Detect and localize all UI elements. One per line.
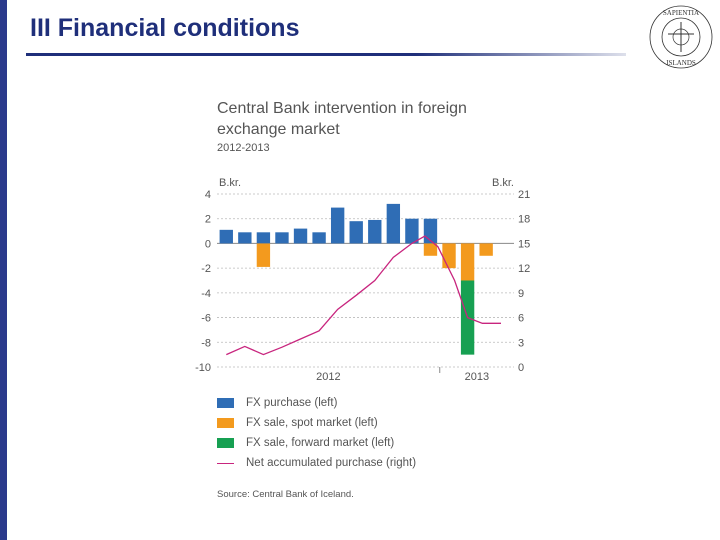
right-tick-label: 18	[518, 214, 530, 226]
right-tick-label: 9	[518, 288, 524, 300]
legend-label: Net accumulated purchase (right)	[246, 457, 417, 469]
right-axis-label: B.kr.	[492, 177, 514, 189]
right-tick-label: 12	[518, 263, 530, 275]
bar	[423, 243, 438, 256]
x-tick-label-2012: 2012	[316, 371, 340, 383]
left-tick-label: -6	[201, 313, 211, 325]
bar	[442, 243, 456, 269]
right-tick-label: 6	[518, 313, 524, 325]
slide-left-border	[0, 0, 7, 540]
bar	[219, 229, 233, 244]
bar	[330, 207, 345, 244]
legend-item-fx-purchase: FX purchase (left)	[217, 393, 416, 413]
x-tick-label-2013: 2013	[465, 371, 489, 383]
bar	[312, 232, 326, 244]
bar	[256, 232, 271, 244]
legend-item-fx-sale-forward: FX sale, forward market (left)	[217, 433, 416, 453]
title-underline	[26, 53, 626, 56]
bar	[256, 243, 271, 267]
legend-swatch-green	[217, 438, 234, 448]
chart-source: Source: Central Bank of Iceland.	[217, 489, 354, 500]
bar	[405, 218, 419, 244]
right-tick-label: 15	[518, 238, 530, 250]
legend-item-fx-sale-spot: FX sale, spot market (left)	[217, 413, 416, 433]
bar	[275, 232, 289, 244]
svg-text:ISLANDS: ISLANDS	[666, 59, 696, 67]
left-tick-label: 0	[205, 238, 211, 250]
bar	[368, 219, 382, 244]
legend-swatch-line	[217, 462, 234, 464]
legend-swatch-orange	[217, 418, 234, 428]
right-tick-label: 0	[518, 362, 524, 374]
left-axis-label: B.kr.	[219, 177, 241, 189]
left-tick-label: -2	[201, 263, 211, 275]
right-tick-label: 21	[518, 189, 530, 201]
svg-text:SAPIENTIA: SAPIENTIA	[663, 9, 699, 17]
bar	[460, 243, 475, 281]
legend-item-net-purchase: Net accumulated purchase (right)	[217, 453, 416, 473]
legend-swatch-blue	[217, 398, 234, 408]
left-tick-label: 2	[205, 214, 211, 226]
bar	[423, 218, 438, 244]
slide-title: III Financial conditions	[30, 14, 300, 42]
left-tick-label: -10	[195, 362, 211, 374]
chart-subtitle: 2012-2013	[217, 142, 270, 154]
bar	[386, 203, 401, 244]
net-purchase-line	[226, 235, 501, 356]
chart-legend: FX purchase (left) FX sale, spot market …	[217, 393, 416, 473]
bar	[479, 243, 493, 256]
legend-label: FX purchase (left)	[246, 397, 338, 409]
left-tick-label: 4	[205, 189, 211, 201]
right-tick-label: 3	[518, 337, 524, 349]
legend-label: FX sale, spot market (left)	[246, 417, 378, 429]
left-tick-label: -4	[201, 288, 211, 300]
chart-title: Central Bank intervention in foreign exc…	[217, 100, 467, 138]
university-seal-logo: SAPIENTIA ISLANDS	[649, 5, 713, 69]
legend-label: FX sale, forward market (left)	[246, 437, 395, 449]
bar	[349, 221, 363, 244]
left-tick-label: -8	[201, 337, 211, 349]
bar	[238, 232, 252, 244]
bar	[293, 228, 308, 244]
